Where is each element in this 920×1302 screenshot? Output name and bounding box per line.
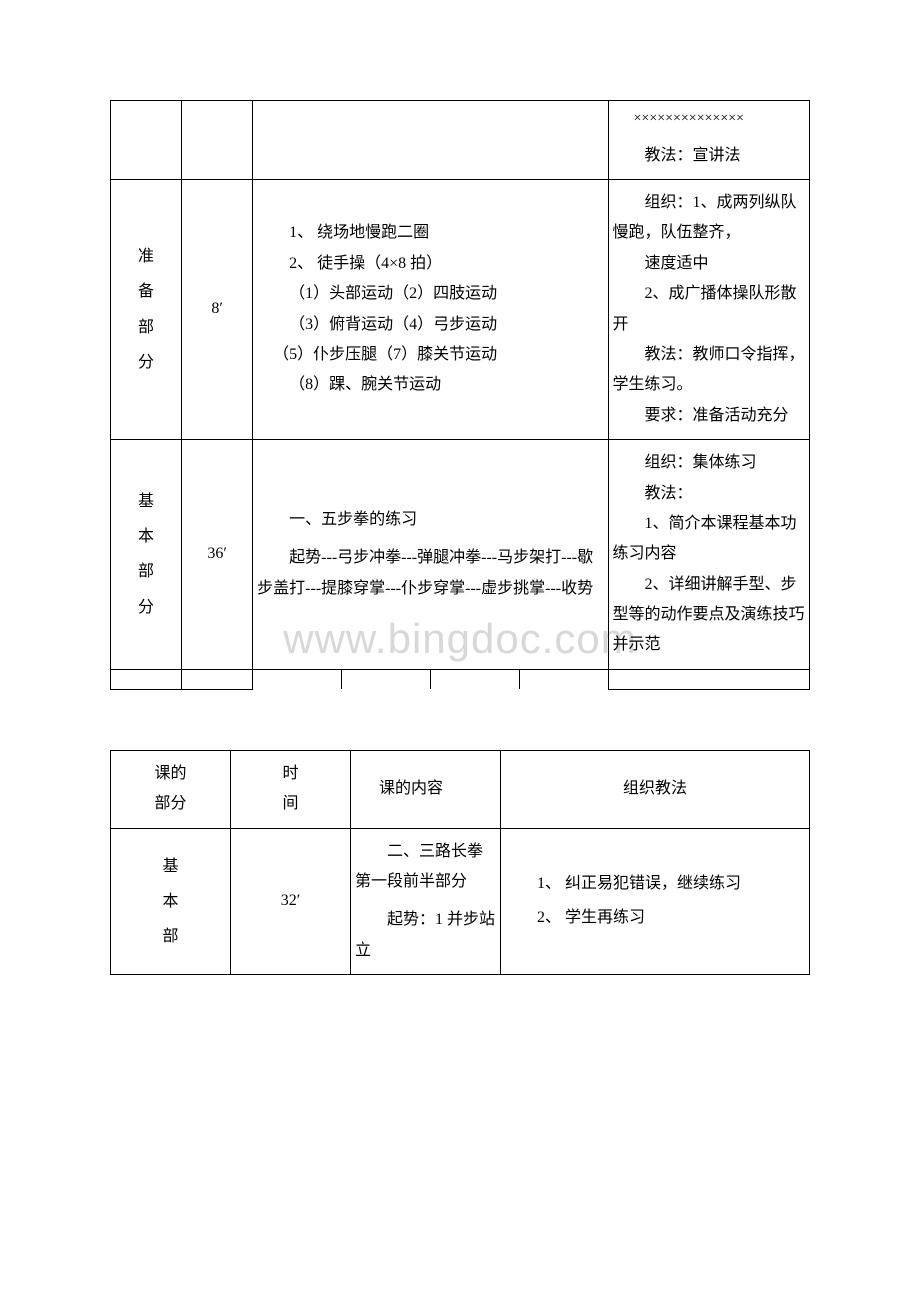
content-line: 起势---弓步冲拳---弹腿冲拳---马步架打---歇步盖打---提膝穿掌---… — [257, 543, 603, 604]
header-method: 组织教法 — [501, 750, 810, 828]
content-line: （1）头部运动（2）四肢运动 — [257, 279, 603, 309]
content-cell — [253, 101, 608, 180]
method-line: 1、 纠正易犯错误，继续练习 — [505, 869, 805, 899]
part-cell: 基 本 部 — [111, 828, 231, 975]
part-char: 本 — [138, 519, 154, 554]
method-line: 2、成广播体操队形散开 — [613, 279, 805, 340]
empty-cell — [608, 669, 809, 689]
method-line: 组织：集体练习 — [613, 448, 805, 478]
time-cell: 32′ — [231, 828, 351, 975]
part-char: 分 — [138, 590, 154, 625]
table-header-row: 课的 部分 时 间 课的内容 组织教法 — [111, 750, 810, 828]
lesson-table-2: 课的 部分 时 间 课的内容 组织教法 基 本 部 32′ 二、三路长拳第一段前… — [110, 750, 810, 975]
time-cell: 8′ — [182, 179, 253, 439]
part-char: 部 — [138, 554, 154, 589]
content-line: （8）踝、腕关节运动 — [257, 370, 603, 400]
header-text: 间 — [235, 789, 346, 819]
content-line: 一、五步拳的练习 — [257, 505, 603, 535]
lesson-table-1: ×××××××××××××× 教法：宣讲法 准 备 部 分 8′ 1、 绕场地慢… — [110, 100, 810, 690]
method-line: 教法：教师口令指挥，学生练习。 — [613, 340, 805, 401]
table-row: 基 本 部 分 36′ 一、五步拳的练习 起势---弓步冲拳---弹腿冲拳---… — [111, 440, 810, 670]
header-content: 课的内容 — [351, 750, 501, 828]
part-char: 基 — [162, 849, 178, 884]
method-line: 1、简介本课程基本功练习内容 — [613, 509, 805, 570]
content-cell: 二、三路长拳第一段前半部分 起势：1 并步站立 — [351, 828, 501, 975]
method-text: 教法：宣讲法 — [613, 141, 805, 171]
part-char: 本 — [162, 884, 178, 919]
table-row: ×××××××××××××× 教法：宣讲法 — [111, 101, 810, 180]
table-row: 准 备 部 分 8′ 1、 绕场地慢跑二圈 2、 徒手操（4×8 拍） （1）头… — [111, 179, 810, 439]
part-char: 部 — [162, 919, 178, 954]
header-part: 课的 部分 — [111, 750, 231, 828]
content-line: 起势：1 并步站立 — [355, 905, 496, 966]
part-char: 备 — [138, 274, 154, 309]
empty-cell — [111, 669, 182, 689]
content-line: （5）仆步压腿（7）膝关节运动 — [257, 340, 603, 370]
method-line: 2、 学生再练习 — [505, 903, 805, 933]
empty-subcell — [253, 669, 342, 689]
method-line: 速度适中 — [613, 249, 805, 279]
header-text: 部分 — [115, 789, 226, 819]
time-cell: 36′ — [182, 440, 253, 670]
empty-subcell — [430, 669, 519, 689]
header-text: 时 — [235, 759, 346, 789]
header-text: 组织教法 — [505, 774, 805, 804]
empty-cell — [182, 669, 253, 689]
content-cell: 一、五步拳的练习 起势---弓步冲拳---弹腿冲拳---马步架打---歇步盖打-… — [253, 440, 608, 670]
x-marks-text: ×××××××××××××× — [613, 109, 805, 129]
header-time: 时 间 — [231, 750, 351, 828]
part-cell — [111, 101, 182, 180]
method-cell: 1、 纠正易犯错误，继续练习 2、 学生再练习 — [501, 828, 810, 975]
method-line: 教法： — [613, 479, 805, 509]
part-char: 准 — [138, 239, 154, 274]
method-line: 要求：准备活动充分 — [613, 401, 805, 431]
method-cell: 组织：1、成两列纵队慢跑，队伍整齐， 速度适中 2、成广播体操队形散开 教法：教… — [608, 179, 809, 439]
method-cell: 组织：集体练习 教法： 1、简介本课程基本功练习内容 2、详细讲解手型、步型等的… — [608, 440, 809, 670]
method-line: 2、详细讲解手型、步型等的动作要点及演练技巧并示范 — [613, 570, 805, 661]
content-line: （3）俯背运动（4）弓步运动 — [257, 310, 603, 340]
part-cell: 准 备 部 分 — [111, 179, 182, 439]
header-text: 课的内容 — [355, 774, 496, 804]
table-row-empty — [111, 669, 810, 689]
content-line: 1、 绕场地慢跑二圈 — [257, 218, 603, 248]
content-cell: 1、 绕场地慢跑二圈 2、 徒手操（4×8 拍） （1）头部运动（2）四肢运动 … — [253, 179, 608, 439]
method-cell: ×××××××××××××× 教法：宣讲法 — [608, 101, 809, 180]
content-line: 2、 徒手操（4×8 拍） — [257, 249, 603, 279]
empty-subcell — [342, 669, 431, 689]
content-line: 二、三路长拳第一段前半部分 — [355, 837, 496, 898]
part-char: 部 — [138, 310, 154, 345]
part-char: 基 — [138, 484, 154, 519]
table-row: 基 本 部 32′ 二、三路长拳第一段前半部分 起势：1 并步站立 1、 纠正易… — [111, 828, 810, 975]
time-cell — [182, 101, 253, 180]
header-text: 课的 — [115, 759, 226, 789]
empty-subcell — [519, 669, 608, 689]
part-char: 分 — [138, 345, 154, 380]
method-line: 组织：1、成两列纵队慢跑，队伍整齐， — [613, 188, 805, 249]
part-cell: 基 本 部 分 — [111, 440, 182, 670]
